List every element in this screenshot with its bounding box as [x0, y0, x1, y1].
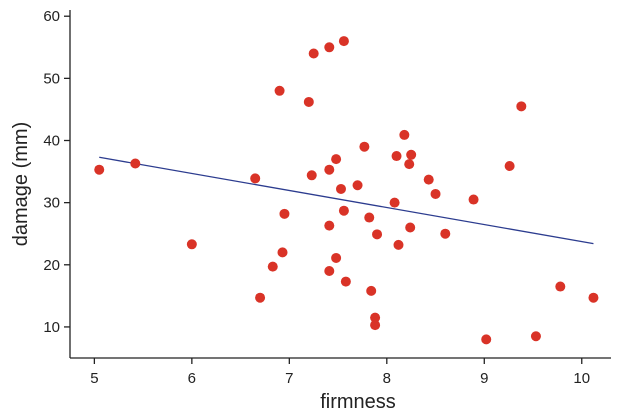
data-point [331, 252, 342, 263]
data-point [468, 194, 479, 205]
data-point [338, 205, 349, 216]
data-point [423, 174, 434, 185]
data-point [430, 188, 441, 199]
data-point [391, 151, 402, 162]
y-ticks: 10 20 30 40 50 60 [43, 8, 70, 336]
data-point [404, 159, 415, 170]
data-point [393, 239, 404, 250]
data-point [130, 158, 141, 169]
data-point [255, 292, 266, 303]
data-point [335, 183, 346, 194]
x-tick-label: 5 [90, 370, 98, 387]
data-point [359, 141, 370, 152]
x-tick-label: 8 [383, 370, 391, 387]
x-ticks: 5 6 7 8 9 10 [90, 358, 590, 387]
y-tick-label: 60 [43, 8, 60, 25]
x-tick-label: 7 [285, 370, 293, 387]
data-point [364, 212, 375, 223]
data-point [308, 48, 319, 59]
data-point [370, 320, 381, 331]
data-point [338, 36, 349, 47]
data-point [250, 173, 261, 184]
data-point [389, 197, 400, 208]
data-point [94, 164, 105, 175]
data-point [277, 247, 288, 258]
x-tick-label: 9 [480, 370, 488, 387]
data-point [274, 85, 285, 96]
data-point [303, 96, 314, 107]
data-point [406, 149, 417, 160]
data-point [324, 220, 335, 231]
data-point [306, 170, 317, 181]
x-tick-label: 6 [188, 370, 196, 387]
data-point [372, 229, 383, 240]
regression-line [99, 156, 594, 245]
data-point [555, 281, 566, 292]
data-point [399, 129, 410, 140]
data-point [324, 266, 335, 276]
data-point [405, 222, 416, 233]
data-point [588, 292, 599, 303]
data-point [324, 42, 335, 53]
data-point [530, 331, 541, 342]
y-tick-label: 50 [43, 70, 60, 87]
x-axis-title: firmness [320, 391, 396, 413]
data-point [186, 239, 197, 250]
y-axis-title: damage (mm) [10, 122, 32, 246]
y-tick-label: 30 [43, 195, 60, 212]
data-point [440, 228, 451, 239]
axes [69, 10, 611, 359]
data-point [340, 276, 351, 287]
x-tick-label: 10 [573, 370, 590, 387]
data-point [366, 285, 377, 296]
data-points [94, 36, 599, 345]
data-point [331, 154, 342, 165]
data-point [352, 180, 363, 191]
data-point [267, 261, 278, 272]
y-tick-label: 20 [43, 257, 60, 274]
y-tick-label: 10 [43, 319, 60, 336]
y-tick-label: 40 [43, 133, 60, 150]
data-point [279, 208, 290, 219]
data-point [370, 312, 381, 323]
data-point [324, 164, 335, 175]
regression-line-group [99, 156, 594, 245]
data-point [481, 334, 492, 345]
data-point [516, 101, 527, 112]
data-point [504, 160, 515, 171]
